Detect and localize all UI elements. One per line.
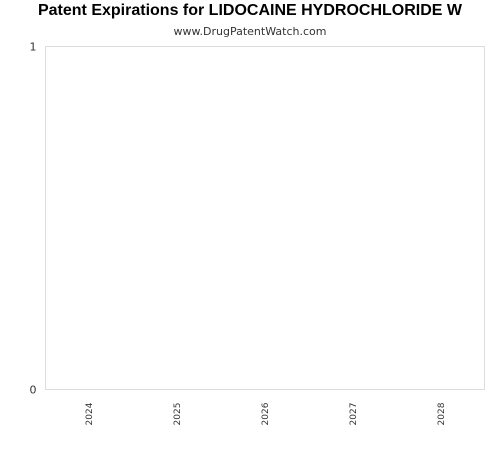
chart-title: Patent Expirations for LIDOCAINE HYDROCH…: [37, 2, 463, 19]
y-tick-label: 0: [30, 384, 37, 397]
chart-subtitle: www.DrugPatentWatch.com: [173, 25, 327, 38]
y-tick-label: 1: [30, 41, 37, 54]
y-axis-ticks: 01: [30, 41, 37, 397]
x-tick-label: 2028: [437, 402, 447, 425]
x-tick-label: 2025: [173, 403, 183, 426]
x-tick-label: 2027: [349, 403, 359, 426]
x-tick-label: 2024: [85, 402, 95, 425]
plot-area: [45, 46, 485, 390]
x-tick-label: 2026: [261, 402, 271, 425]
x-axis-ticks: 2024 2025 2026 2027 2028: [85, 402, 447, 425]
